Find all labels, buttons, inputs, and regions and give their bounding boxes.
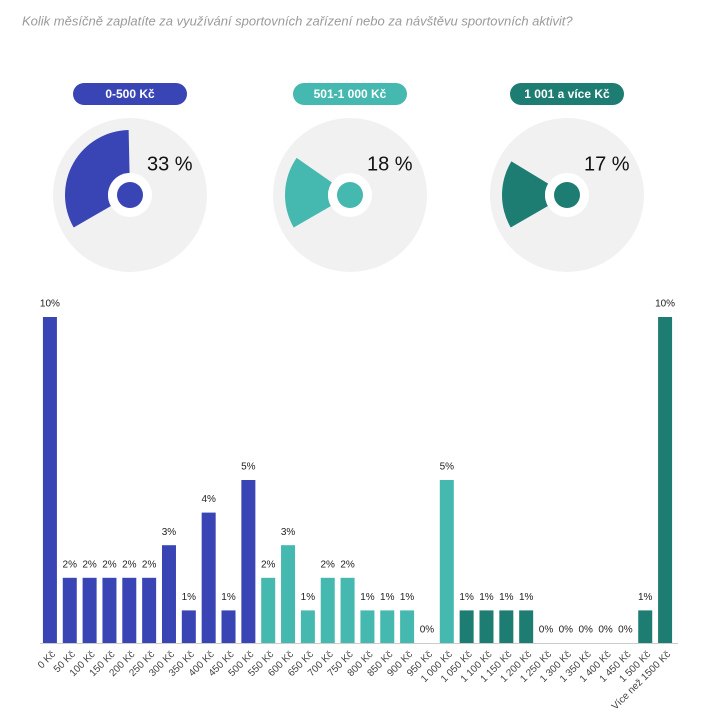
data-label: 0% [420,625,435,636]
data-label: 1% [360,592,375,603]
gauge-wedge [285,157,332,228]
bar [241,480,256,643]
category-pill [510,83,624,105]
bar [459,610,474,643]
pill-label: 501-1 000 Kč [314,87,387,101]
data-label: 2% [122,559,137,570]
data-label: 10% [40,299,60,310]
pill-label: 1 001 a více Kč [524,87,610,101]
gauge-value: 18 % [367,153,413,175]
bar [281,545,296,643]
bar [221,610,236,643]
bar [320,577,335,643]
bar [122,577,137,643]
bar [658,317,673,643]
data-label: 1% [638,592,653,603]
gauge-dot [117,182,143,208]
data-label: 0% [539,625,554,636]
bar [479,610,494,643]
data-label: 1% [301,592,316,603]
data-label: 3% [162,527,177,538]
data-label: 1% [499,592,514,603]
bar [161,545,176,643]
gauge-value: 17 % [584,153,630,175]
data-label: 2% [63,559,78,570]
bar [82,577,97,643]
data-label: 2% [82,559,97,570]
bar [300,610,315,643]
data-label: 1% [479,592,494,603]
bar [400,610,415,643]
category-pill [293,83,407,105]
data-label: 5% [440,462,455,473]
data-label: 0% [598,625,613,636]
gauge-value: 33 % [147,153,193,175]
gauge-dot [337,182,363,208]
data-label: 1% [519,592,534,603]
data-label: 2% [340,559,355,570]
data-label: 2% [102,559,117,570]
bar [499,610,514,643]
data-label: 0% [618,625,633,636]
bar [360,610,375,643]
data-label: 2% [321,559,336,570]
gauge-wedge [502,161,549,228]
gauge-wedge [65,130,130,228]
data-label: 3% [281,527,296,538]
data-label: 1% [182,592,197,603]
bar [181,610,196,643]
bar [439,480,454,643]
bar [62,577,77,643]
bar [380,610,395,643]
gauge-dot [554,182,580,208]
data-label: 2% [142,559,157,570]
bar [102,577,117,643]
data-label: 0% [578,625,593,636]
bar [142,577,157,643]
data-label: 1% [400,592,415,603]
bar [340,577,355,643]
bar [42,317,57,643]
bar [638,610,653,643]
data-label: 10% [655,299,675,310]
data-label: 2% [261,559,276,570]
bar [261,577,276,643]
data-label: 1% [380,592,395,603]
bar [519,610,534,643]
pill-label: 0-500 Kč [105,87,155,101]
bar [201,512,216,643]
data-label: 4% [201,494,216,505]
data-label: 5% [241,462,256,473]
data-label: 0% [559,625,574,636]
data-label: 1% [221,592,236,603]
data-label: 1% [459,592,474,603]
chart-title: Kolik měsíčně zaplatíte za využívání spo… [22,13,573,28]
category-pill [73,83,187,105]
